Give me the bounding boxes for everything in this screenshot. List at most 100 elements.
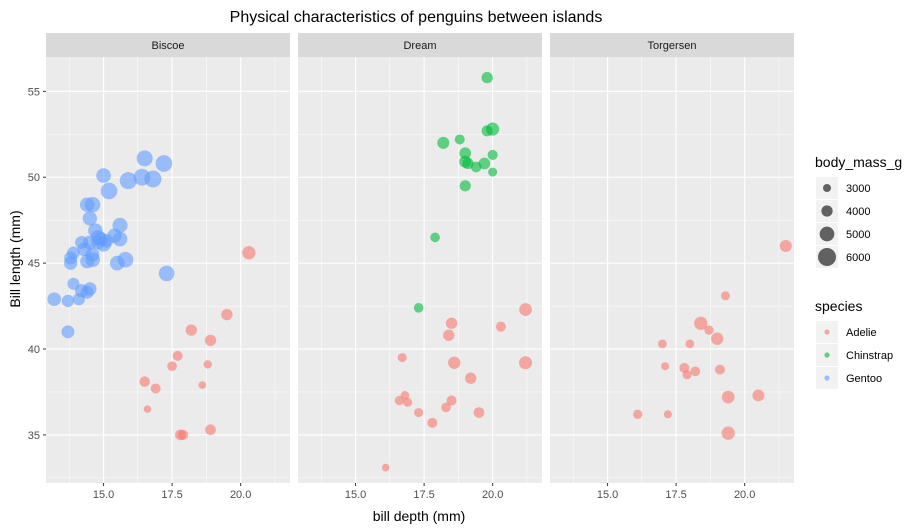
color-legend-label: Adelie: [846, 327, 877, 339]
legend: body_mass_g 3000 4000 5000 6000 species Adelie…: [815, 154, 902, 389]
data-point-adelie: [446, 395, 457, 406]
size-legend-label: 4000: [846, 206, 870, 218]
data-point-adelie: [172, 350, 183, 361]
data-point-adelie: [711, 332, 724, 345]
data-point-adelie: [682, 370, 692, 380]
data-point-adelie: [690, 366, 701, 377]
data-point-adelie: [519, 303, 532, 316]
data-point-adelie: [403, 397, 413, 407]
color-legend-label: Chinstrap: [846, 350, 893, 362]
data-point-adelie: [414, 408, 424, 418]
size-legend-label: 3000: [846, 183, 870, 195]
data-point-adelie: [704, 325, 714, 335]
panel-background: [550, 57, 794, 483]
data-point-adelie: [143, 405, 152, 413]
facet-strip: [46, 33, 290, 57]
data-point-gentoo: [84, 197, 101, 213]
y-tick-label: 50: [28, 172, 40, 184]
data-point-adelie: [204, 334, 217, 347]
facet-strip-label: Dream: [403, 40, 436, 52]
chart-title: Physical characteristics of penguins bet…: [230, 9, 603, 26]
data-point-chinstrap: [459, 180, 471, 192]
data-point-adelie: [445, 317, 458, 329]
facet-strip: [298, 33, 542, 57]
data-point-adelie: [198, 381, 207, 389]
data-point-adelie: [694, 316, 708, 330]
data-point-adelie: [397, 353, 407, 363]
data-point-gentoo: [158, 265, 175, 282]
panel-background: [298, 57, 542, 483]
data-point-gentoo: [144, 170, 162, 188]
color-legend-symbol: [824, 352, 830, 358]
x-tick-label: 20.0: [230, 489, 251, 501]
data-point-chinstrap: [478, 157, 491, 170]
data-point-gentoo: [61, 294, 75, 308]
points-dream: [381, 71, 533, 472]
x-tick-label: 20.0: [482, 489, 503, 501]
data-point-adelie: [177, 429, 189, 441]
data-point-chinstrap: [459, 147, 472, 160]
data-point-chinstrap: [488, 167, 498, 177]
size-legend-symbol: [823, 184, 831, 192]
data-point-adelie: [720, 291, 730, 301]
y-axis: 35 40 45 50 55: [28, 86, 46, 442]
color-legend-label: Gentoo: [846, 373, 882, 385]
facet-strip-label: Torgersen: [648, 40, 697, 52]
data-point-chinstrap: [462, 157, 474, 170]
x-tick-label: 20.0: [734, 489, 755, 501]
facet-panel-torgersen: Torgersen: [550, 33, 794, 483]
size-legend-symbol: [819, 226, 835, 242]
data-point-gentoo: [100, 182, 118, 200]
x-tick-label: 17.5: [161, 489, 182, 501]
size-legend-symbol: [821, 205, 833, 217]
facet-panel-dream: Dream: [298, 33, 542, 483]
data-point-adelie: [633, 409, 643, 419]
facet-strip: [550, 33, 794, 57]
y-tick-label: 45: [28, 258, 40, 270]
color-legend-title: species: [815, 298, 862, 314]
data-point-chinstrap: [454, 134, 465, 145]
data-point-adelie: [473, 407, 485, 418]
data-point-chinstrap: [430, 232, 440, 243]
x-tick-label: 15.0: [597, 489, 618, 501]
size-legend-label: 6000: [846, 252, 870, 264]
data-point-adelie: [441, 402, 451, 413]
data-point-adelie: [150, 383, 161, 394]
data-point-chinstrap: [481, 71, 493, 84]
facet-panel-biscoe: Biscoe: [46, 33, 290, 483]
data-point-adelie: [443, 329, 455, 341]
size-legend-title: body_mass_g: [815, 154, 902, 170]
data-point-gentoo: [155, 155, 173, 172]
data-point-adelie: [657, 339, 667, 349]
data-point-gentoo: [82, 211, 98, 226]
data-point-adelie: [752, 389, 765, 402]
data-point-gentoo: [119, 172, 137, 190]
data-point-chinstrap: [486, 122, 500, 136]
data-point-adelie: [661, 362, 670, 371]
data-point-adelie: [427, 417, 438, 428]
data-point-adelie: [465, 372, 477, 384]
data-point-gentoo: [47, 292, 62, 307]
data-point-chinstrap: [437, 136, 450, 149]
data-point-gentoo: [85, 252, 100, 268]
data-point-adelie: [203, 360, 212, 369]
y-tick-label: 40: [28, 344, 40, 356]
data-point-adelie: [714, 364, 725, 375]
facet-panels: Biscoe Dream Torgersen: [46, 33, 794, 483]
data-point-adelie: [779, 239, 792, 252]
data-point-adelie: [205, 424, 216, 436]
points-torgersen: [633, 239, 792, 440]
data-point-gentoo: [96, 168, 111, 183]
y-tick-label: 55: [28, 86, 40, 98]
data-point-chinstrap: [413, 302, 424, 313]
x-tick-label: 17.5: [665, 489, 686, 501]
x-tick-label: 15.0: [93, 489, 114, 501]
x-tick-label: 15.0: [345, 489, 366, 501]
data-point-gentoo: [67, 246, 80, 260]
facet-strip-label: Biscoe: [151, 40, 184, 52]
color-legend-symbol: [824, 375, 830, 381]
data-point-adelie: [139, 376, 150, 387]
data-point-gentoo: [117, 251, 134, 268]
points-biscoe: [47, 150, 256, 441]
